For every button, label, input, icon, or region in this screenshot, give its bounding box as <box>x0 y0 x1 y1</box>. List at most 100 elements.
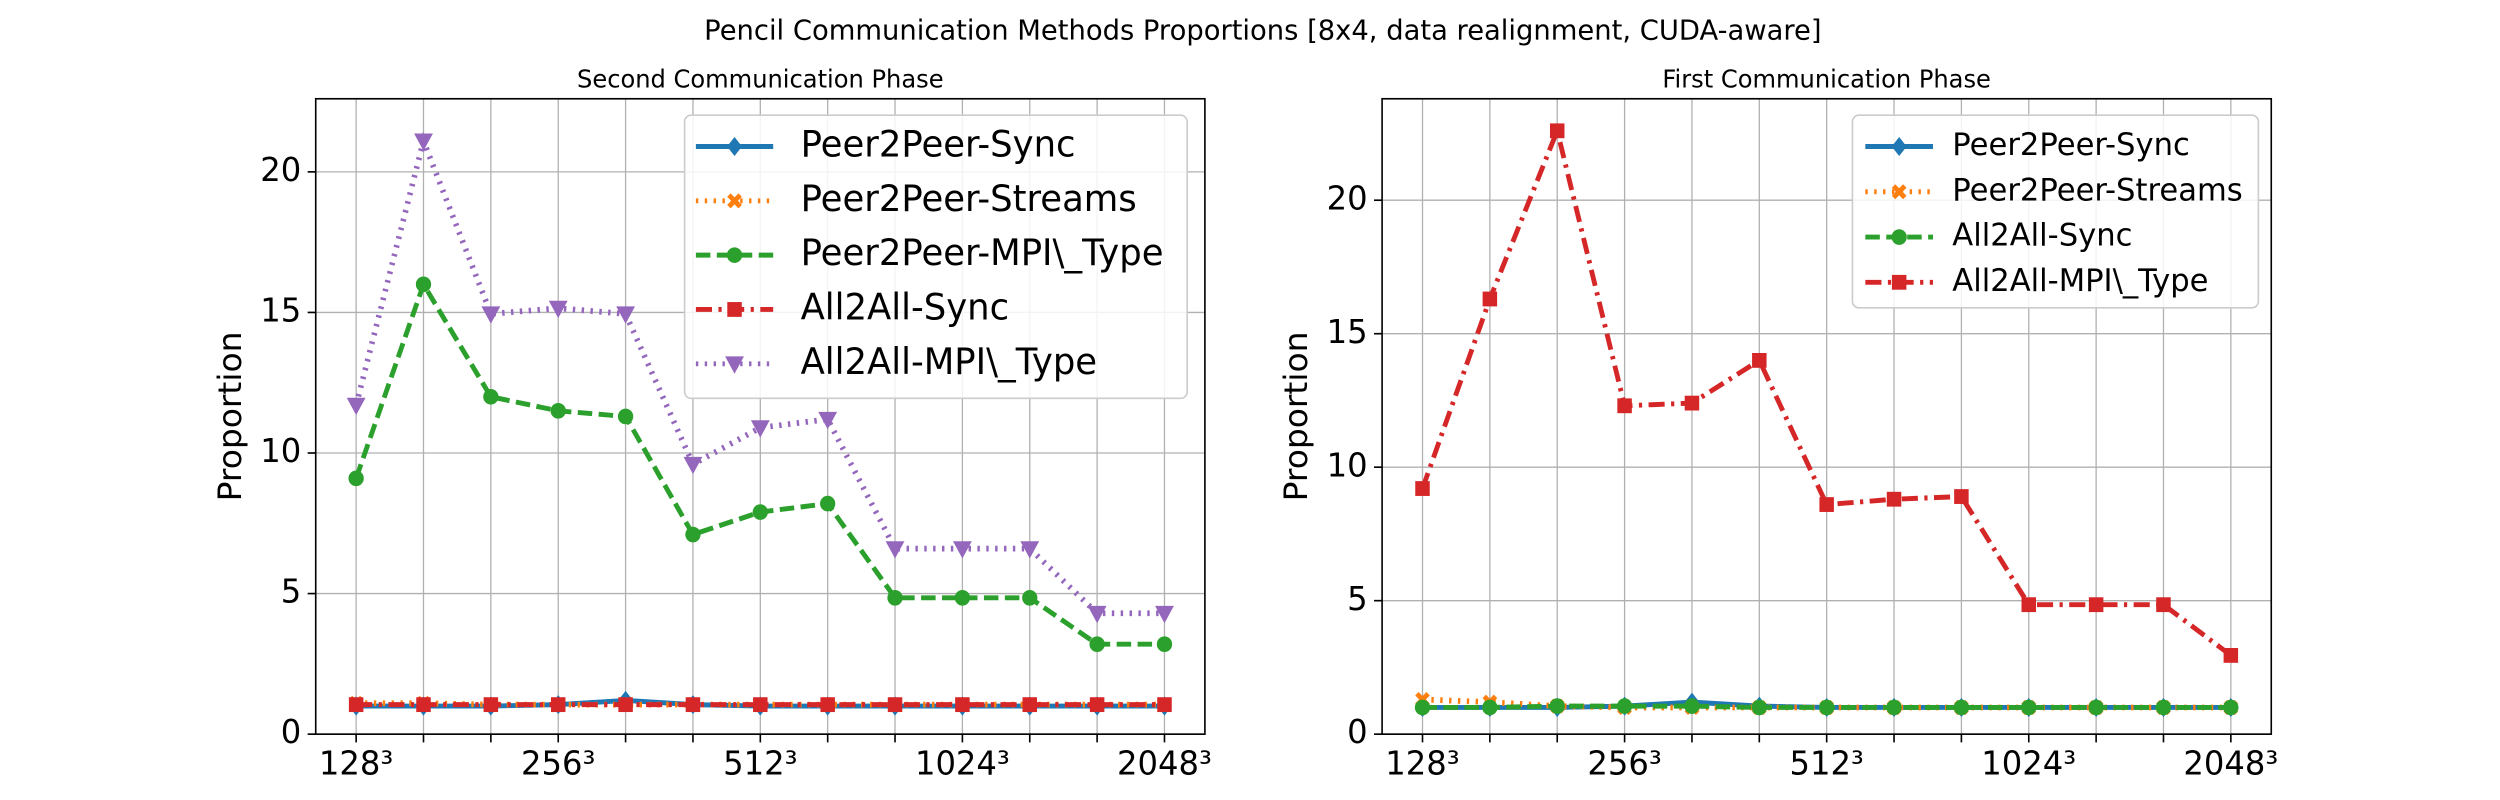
marker <box>1616 698 1633 714</box>
marker <box>1414 699 1431 716</box>
legend-label: All2All-Sync <box>1952 217 2132 253</box>
marker <box>617 408 634 425</box>
marker <box>1549 698 1565 714</box>
x-tick-label: 2048³ <box>2183 744 2278 782</box>
x-tick-label: 256³ <box>521 744 595 782</box>
marker <box>2021 699 2037 716</box>
marker <box>752 504 768 520</box>
marker <box>952 541 972 559</box>
x-tick-label: 128³ <box>1385 744 1459 782</box>
subplot-title: Second Communication Phase <box>577 64 944 93</box>
legend-box <box>683 114 1188 400</box>
marker <box>483 388 499 405</box>
legend-label: Peer2Peer-Streams <box>1952 172 2242 208</box>
marker <box>820 495 836 512</box>
legend-label: Peer2Peer-Sync <box>1952 127 2190 163</box>
legend-label: Peer2Peer-Streams <box>801 179 1137 220</box>
marker <box>727 302 742 317</box>
plot-frame <box>314 97 1206 735</box>
marker <box>1022 697 1038 713</box>
marker <box>415 276 432 293</box>
marker <box>685 526 701 543</box>
marker <box>1891 229 1907 245</box>
marker <box>1482 699 1498 716</box>
x-tick-label: 256³ <box>1587 744 1661 782</box>
plot-frame <box>1381 97 2273 735</box>
marker <box>1022 589 1038 606</box>
marker <box>346 397 366 416</box>
marker <box>348 470 364 487</box>
marker <box>1891 274 1907 290</box>
y-tick-label: 10 <box>260 432 301 470</box>
marker <box>685 697 701 713</box>
marker <box>550 403 566 419</box>
y-axis-label: Proportion <box>1278 332 1316 502</box>
marker <box>954 589 971 606</box>
marker <box>1089 636 1105 653</box>
marker <box>955 697 970 713</box>
y-tick-label: 10 <box>1327 446 1368 484</box>
y-tick-label: 5 <box>281 572 301 610</box>
marker <box>2155 699 2172 716</box>
marker <box>1891 136 1907 157</box>
x-tick-label: 1024³ <box>915 744 1010 782</box>
y-tick-label: 5 <box>1347 579 1367 617</box>
marker <box>2156 597 2171 613</box>
marker <box>1819 497 1834 512</box>
marker <box>616 306 636 324</box>
y-tick-label: 0 <box>281 713 301 751</box>
marker <box>2088 699 2104 716</box>
marker <box>1954 489 1969 504</box>
marker <box>1549 123 1565 139</box>
figure-title: Pencil Communication Methods Proportions… <box>704 13 1821 46</box>
y-tick-label: 0 <box>1347 713 1367 751</box>
marker <box>726 247 743 263</box>
legend-box <box>1851 114 2260 309</box>
marker <box>750 420 770 438</box>
marker <box>1482 291 1498 307</box>
y-tick-label: 20 <box>1327 179 1368 217</box>
marker <box>348 697 364 713</box>
marker <box>887 589 903 606</box>
y-tick-label: 20 <box>260 151 301 189</box>
marker <box>1156 636 1173 653</box>
marker <box>1891 184 1907 200</box>
marker <box>2223 699 2239 716</box>
marker <box>1415 481 1430 496</box>
y-tick-label: 15 <box>1327 312 1368 350</box>
marker <box>1886 699 1902 716</box>
marker <box>481 306 501 324</box>
marker <box>885 541 905 559</box>
marker <box>1087 605 1107 624</box>
x-tick-label: 512³ <box>1789 744 1863 782</box>
y-tick-label: 15 <box>260 291 301 329</box>
marker <box>727 136 743 157</box>
subplot-title: First Communication Phase <box>1662 64 1991 93</box>
marker <box>2021 597 2037 613</box>
marker <box>1886 491 1902 507</box>
marker <box>550 697 566 713</box>
marker <box>887 697 903 713</box>
marker <box>1157 697 1172 713</box>
marker <box>1751 699 1767 716</box>
legend-label: All2All-MPI\_Type <box>1952 263 2208 299</box>
marker <box>1020 541 1040 559</box>
x-tick-label: 128³ <box>319 744 393 782</box>
marker <box>483 697 499 713</box>
marker <box>820 697 835 713</box>
marker <box>1684 698 1700 714</box>
x-tick-label: 1024³ <box>1981 744 2076 782</box>
marker <box>727 193 742 209</box>
y-axis-label: Proportion <box>211 332 249 502</box>
marker <box>683 456 703 475</box>
marker <box>548 300 568 319</box>
marker <box>414 133 433 151</box>
x-tick-label: 2048³ <box>1117 744 1212 782</box>
marker <box>2088 597 2104 613</box>
marker <box>1819 699 1835 716</box>
x-tick-label: 512³ <box>723 744 797 782</box>
marker <box>416 697 431 713</box>
marker <box>618 697 633 713</box>
marker <box>753 697 768 713</box>
